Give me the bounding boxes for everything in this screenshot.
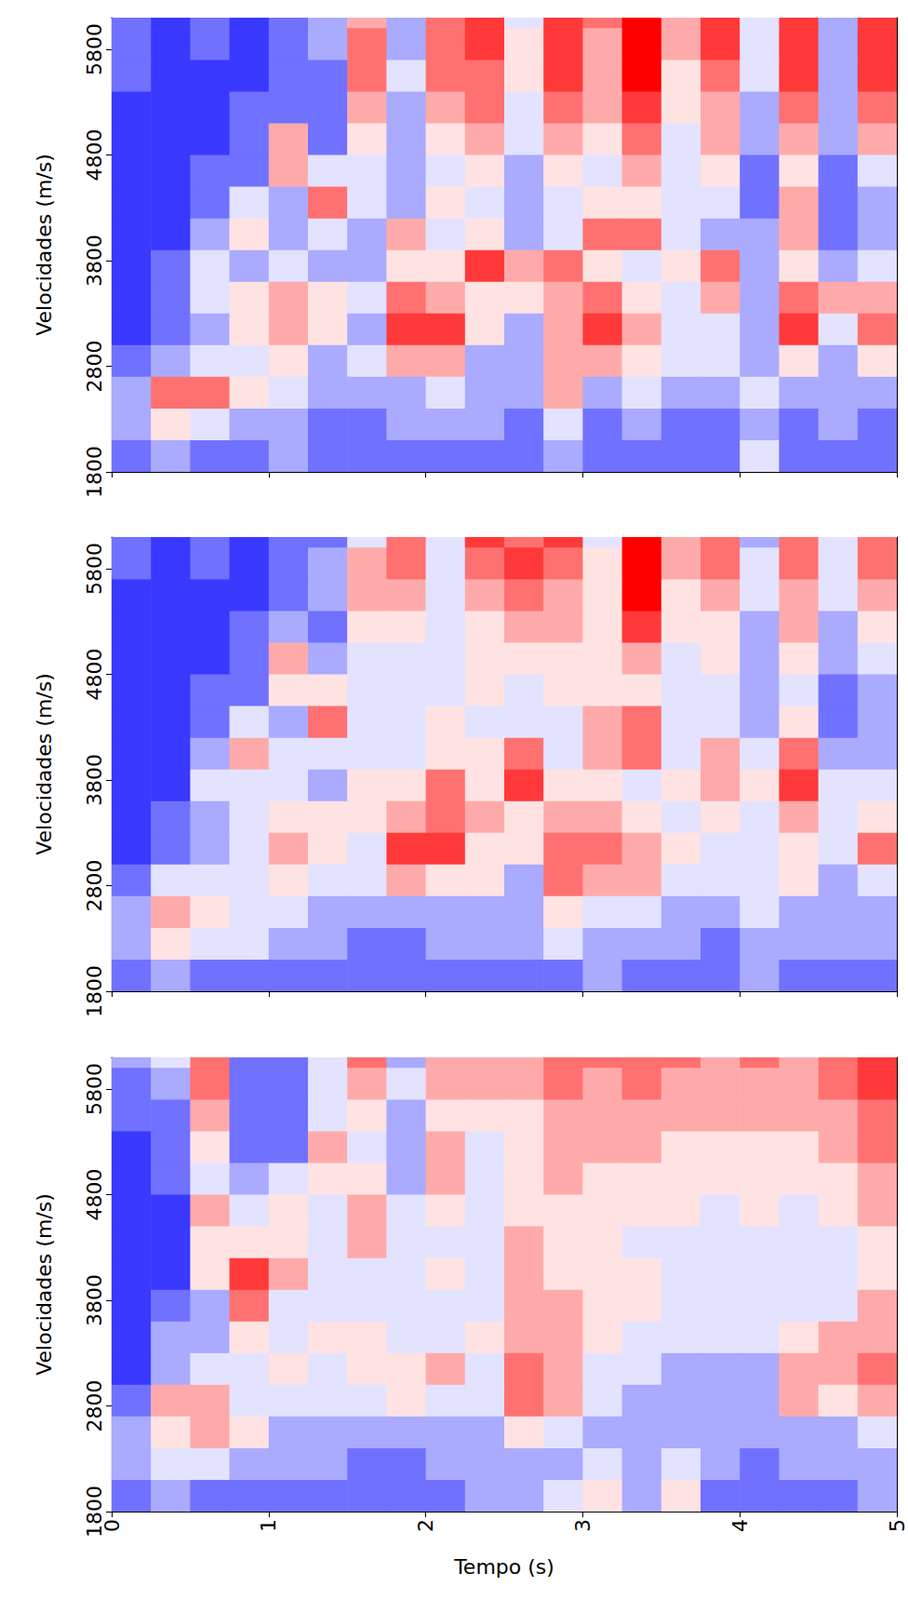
svg-text:1800: 1800 [82, 1484, 106, 1537]
svg-text:5: 5 [885, 1518, 908, 1532]
svg-text:0: 0 [100, 1518, 124, 1532]
svg-text:4: 4 [728, 1518, 752, 1532]
svg-text:5800: 5800 [82, 23, 107, 76]
svg-text:Velocidades (m/s): Velocidades (m/s) [32, 672, 56, 855]
svg-text:Velocidades (m/s): Velocidades (m/s) [32, 153, 56, 336]
svg-text:Tempo (s): Tempo (s) [453, 1554, 555, 1578]
svg-text:5800: 5800 [82, 1062, 107, 1115]
svg-text:1800: 1800 [82, 964, 107, 1017]
svg-text:3800: 3800 [82, 753, 107, 806]
svg-text:5800: 5800 [82, 542, 107, 595]
svg-text:2800: 2800 [82, 1379, 107, 1432]
svg-text:4800: 4800 [82, 129, 107, 182]
svg-text:4800: 4800 [82, 648, 107, 701]
svg-text:4800: 4800 [82, 1168, 107, 1221]
svg-text:1: 1 [256, 1518, 281, 1532]
svg-text:2: 2 [413, 1518, 438, 1532]
svg-text:2800: 2800 [82, 859, 107, 912]
svg-text:3800: 3800 [82, 1273, 107, 1326]
svg-text:1800: 1800 [82, 445, 107, 498]
svg-text:3: 3 [571, 1518, 595, 1532]
svg-text:Velocidades (m/s): Velocidades (m/s) [32, 1192, 56, 1376]
svg-text:2800: 2800 [82, 340, 107, 393]
svg-text:3800: 3800 [82, 234, 107, 287]
